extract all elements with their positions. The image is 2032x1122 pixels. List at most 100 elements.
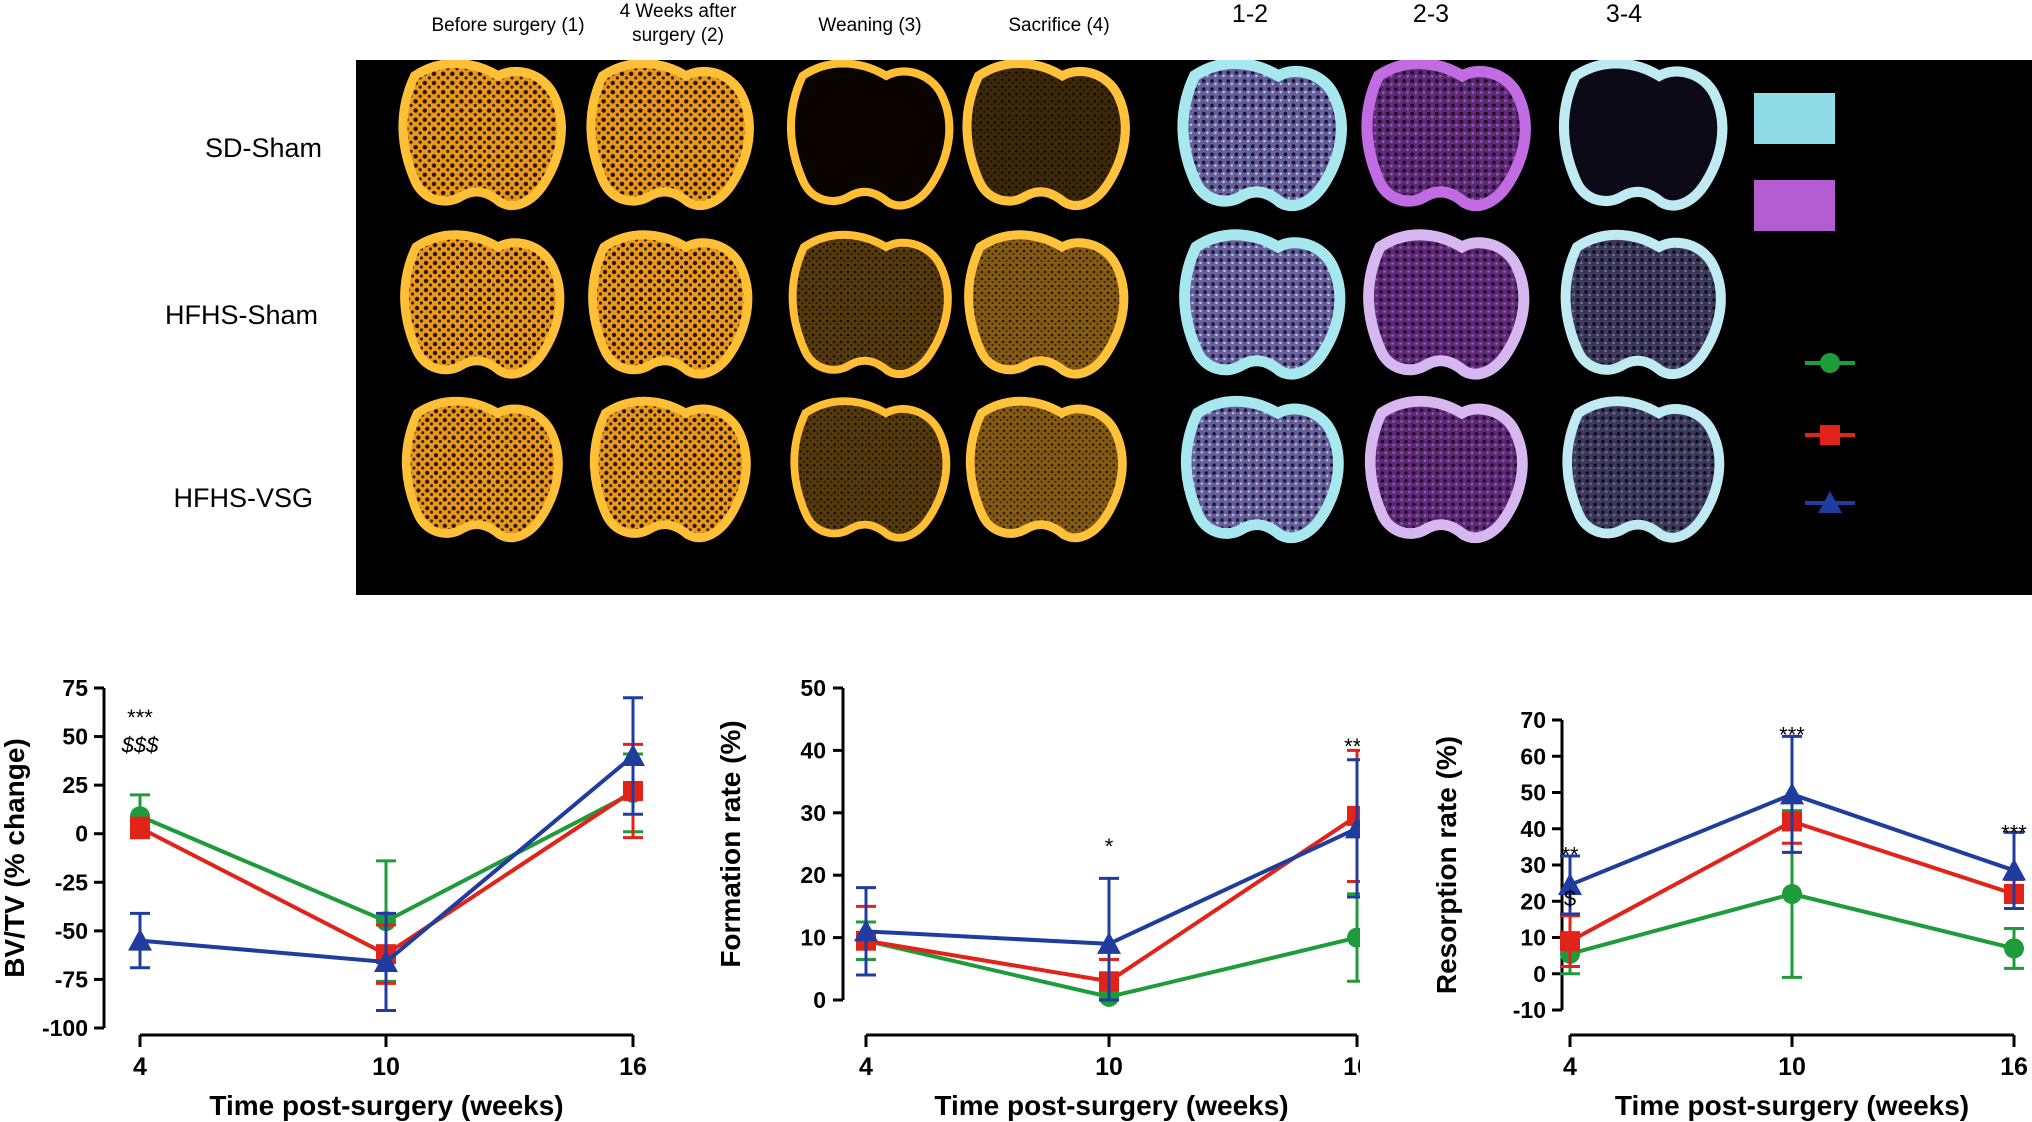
formation-rate-y-tick-label: 10 [800, 925, 826, 951]
legend-sd-sham-label: SD-Sham [1870, 349, 1983, 379]
formation-rate-x-tick-label: 4 [859, 1053, 873, 1081]
resorption-label: Resorption [1866, 190, 1992, 220]
resorption-rate-series-hfhs-vsg [1558, 734, 2026, 916]
bone-image-r2-c1 [405, 235, 560, 374]
bv-tv-change-x-label: Time post-surgery (weeks) [209, 1090, 563, 1121]
formation-rate-annotation: * [1105, 834, 1114, 859]
resorption-rate-y-tick-label: 60 [1520, 743, 1546, 769]
resorption-rate-y-tick-label: 10 [1520, 925, 1546, 951]
bone-image-r2-c4 [969, 235, 1124, 374]
resorption-rate-y-tick-label: 50 [1520, 780, 1546, 806]
bone-image-r2-c2 [593, 235, 748, 374]
resorption-rate-x-label: Time post-surgery (weeks) [1615, 1090, 1969, 1121]
resorption-rate-annotation: *** [2001, 821, 2027, 846]
column-header-sacrifice: Sacrifice (4) [1008, 15, 1110, 36]
row-label-sd-sham: SD-Sham [204, 133, 322, 163]
formation-rate-annotation: *** [1344, 734, 1360, 759]
resorption-rate-annotation: ** [1561, 842, 1579, 867]
microct-image-panel [356, 60, 2032, 595]
resorption-rate-y-tick-label: -10 [1513, 997, 1546, 1023]
legend-hfhs-sham: HFHS-Sham [1805, 421, 2007, 451]
resorption-rate-y-label: Resorption rate (%) [1431, 736, 1462, 994]
bv-tv-change-y-tick-label: -25 [55, 869, 88, 895]
bone-image-r3-c6 [1370, 401, 1522, 537]
bone-image-r1-c3 [791, 63, 949, 205]
formation-rate-hfhs-vsg-point [1345, 816, 1360, 839]
resorption-rate-y-tick-label: 20 [1520, 888, 1546, 914]
bone-image-r1-c7 [1564, 63, 1722, 205]
bone-image-r1-c5 [1183, 63, 1341, 205]
resorption-rate-x-tick-label: 10 [1778, 1053, 1806, 1081]
bv-tv-change-hfhs-vsg-point [128, 928, 152, 951]
bone-image-r3-c5 [1186, 401, 1338, 537]
bone-image-r3-c2 [594, 401, 746, 537]
bv-tv-change-hfhs-sham-point [130, 817, 150, 838]
bv-tv-change-y-tick-label: 0 [75, 821, 88, 847]
resorption-rate-y-tick-label: 0 [1533, 961, 1546, 987]
formation-label: Formation [1870, 104, 1988, 134]
formation-rate-sd-sham-point [1347, 927, 1360, 948]
bv-tv-change-x-tick-label: 4 [133, 1053, 147, 1081]
resorption-rate-annotation: *** [1779, 723, 1805, 748]
row-label-hfhs-sham: HFHS-Sham [164, 300, 318, 330]
bv-tv-change-y-tick-label: 25 [62, 772, 88, 798]
bv-tv-change-y-tick-label: -50 [55, 918, 88, 944]
bone-image-r2-c7 [1566, 235, 1721, 374]
bv-tv-change-x-tick-label: 10 [372, 1053, 400, 1081]
resorption-rate-y-tick-label: 40 [1520, 816, 1546, 842]
bone-image-r3-c4 [970, 401, 1122, 537]
bone-image-r1-c4 [967, 63, 1125, 205]
bv-tv-change-annotation: $$$ [121, 732, 159, 757]
bone-image-r3-c1 [406, 401, 558, 537]
bone-image-r3-c3 [794, 401, 946, 537]
bone-image-r2-c5 [1185, 235, 1340, 374]
formation-rate-hfhs-vsg-point [854, 919, 878, 942]
row-label-hfhs-vsg: HFHS-VSG [173, 483, 313, 513]
bv-tv-change-y-label: BV/TV (% change) [0, 738, 30, 978]
bv-tv-change-hfhs-vsg-point [621, 744, 645, 766]
formation-rate-y-tick-label: 20 [800, 862, 826, 888]
bv-tv-change-y-tick-label: -75 [55, 966, 88, 992]
column-header-3-4: 3-4 [1605, 0, 1643, 28]
bv-tv-change-y-tick-label: -100 [42, 1015, 88, 1041]
resorption-swatch [1754, 180, 1835, 231]
bone-image-r3-c7 [1567, 401, 1719, 537]
resorption-rate-annotation: $ [1564, 886, 1576, 911]
bv-tv-change-series-hfhs-vsg [128, 696, 645, 1013]
legend-hfhs-vsg: HFHS-VSG [1805, 489, 1999, 519]
bv-tv-change-hfhs-vsg-point [374, 949, 398, 972]
formation-rate-y-tick-label: 50 [800, 675, 826, 701]
column-header-before-surgery: Before surgery (1) [431, 15, 585, 36]
formation-rate-y-tick-label: 0 [813, 987, 826, 1013]
formation-rate-y-label: Formation rate (%) [715, 720, 746, 967]
resorption-rate-hfhs-vsg-point [1558, 872, 1582, 895]
column-header-4-weeks: 4 Weeks after surgery (2) [619, 1, 737, 46]
column-header-1-2: 1-2 [1231, 0, 1269, 28]
resorption-rate-hfhs-vsg-point [1780, 782, 1804, 805]
bv-tv-change-y-tick-label: 75 [62, 675, 88, 701]
resorption-rate-y-tick-label: 30 [1520, 852, 1546, 878]
resorption-rate-hfhs-vsg-point [2002, 858, 2026, 881]
formation-rate-y-tick-label: 30 [800, 800, 826, 826]
formation-rate-series-hfhs-vsg [854, 758, 1360, 1002]
resorption-rate-y-tick-label: 70 [1520, 707, 1546, 733]
legend-sd-sham: SD-Sham [1805, 349, 1983, 379]
legend-hfhs-sham-label: HFHS-Sham [1860, 421, 2007, 451]
formation-rate-chart: 50 40 30 20 10 0 Formation rate (%) 4 10 16 Time p… [715, 675, 1360, 1121]
bv-tv-change-x-tick-label: 16 [619, 1053, 647, 1081]
bone-image-r2-c3 [793, 235, 948, 374]
column-header-weaning: Weaning (3) [818, 15, 922, 36]
bone-image-r1-c6 [1367, 63, 1525, 205]
resorption-rate-x-tick-label: 4 [1563, 1053, 1577, 1081]
resorption-rate-sd-sham-point [2004, 938, 2024, 959]
legend-hfhs-vsg-label: HFHS-VSG [1865, 489, 1999, 519]
formation-rate-y-tick-label: 40 [800, 737, 826, 763]
bv-tv-change-annotation: *** [127, 705, 153, 730]
formation-swatch [1754, 93, 1835, 144]
resorption-rate-chart: 70 60 50 40 30 20 10 0 -10 Resorption rate (%) 4 10… [1431, 707, 2028, 1121]
legend-sd-sham-marker [1820, 353, 1840, 373]
legend-hfhs-vsg-marker [1818, 491, 1842, 513]
legend-hfhs-sham-marker [1820, 425, 1840, 445]
resorption-rate-hfhs-sham-point [1560, 931, 1580, 952]
bv-tv-change-y-tick-label: 50 [62, 724, 88, 750]
